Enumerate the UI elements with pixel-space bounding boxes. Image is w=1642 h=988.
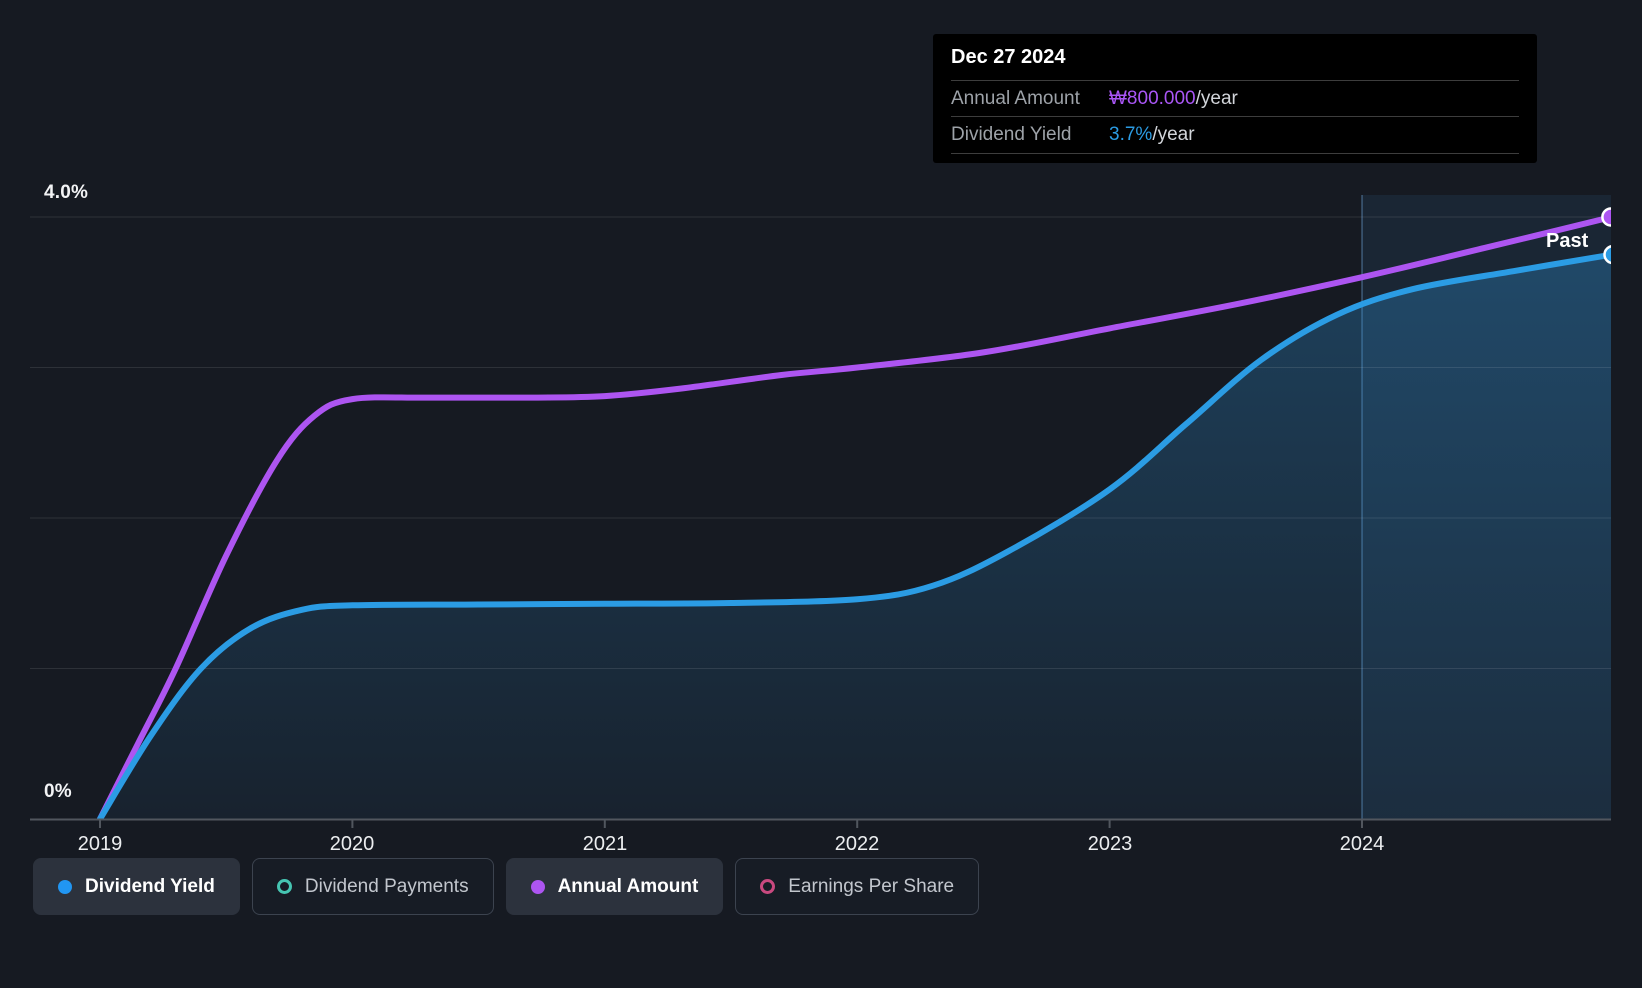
chart-tooltip: Dec 27 2024 Annual Amount ₩800.000 /year…: [933, 34, 1537, 163]
tooltip-value-suffix: /year: [1195, 87, 1238, 109]
annual-amount-endpoint-marker: [1601, 207, 1611, 227]
x-axis: [30, 818, 1611, 828]
dividend-yield-area: [100, 254, 1611, 819]
legend-toggle-annual-amount[interactable]: Annual Amount: [505, 858, 724, 915]
x-axis-label-2019: 2019: [77, 833, 123, 855]
x-axis-label-2024: 2024: [1339, 833, 1385, 855]
tooltip-row-annual-amount: Annual Amount ₩800.000 /year: [951, 80, 1519, 116]
legend-toggle-dividend-yield[interactable]: Dividend Yield: [33, 858, 240, 915]
tooltip-value: ₩800.000: [1109, 87, 1196, 109]
annual-amount-marker-icon: [530, 879, 545, 894]
legend-toggle-earnings-per-share[interactable]: Earnings Per Share: [735, 858, 980, 915]
x-axis-label-2020: 2020: [329, 833, 375, 855]
annual-amount-line: [97, 214, 1611, 820]
dividend-yield-line: [97, 251, 1611, 820]
dividend-payments-marker-icon: [276, 879, 292, 894]
y-axis-label-min: 0%: [44, 781, 72, 802]
legend-label: Dividend Payments: [304, 875, 469, 897]
gridlines: [30, 216, 1611, 669]
chart-legend: Dividend Yield Dividend Payments Annual …: [33, 858, 980, 915]
legend-label: Annual Amount: [557, 875, 699, 897]
dividend-yield-endpoint-marker: [1603, 245, 1611, 265]
tooltip-row-dividend-yield: Dividend Yield 3.7% /year: [951, 116, 1519, 154]
y-axis-label-max: 4.0%: [44, 182, 89, 203]
tooltip-value-suffix: /year: [1152, 124, 1195, 145]
x-axis-label-2021: 2021: [582, 833, 628, 855]
dividend-yield-marker-icon: [58, 879, 72, 894]
tooltip-label: Annual Amount: [951, 87, 1080, 109]
legend-label: Dividend Yield: [85, 875, 215, 897]
past-annotation: Past: [1546, 230, 1589, 252]
legend-label: Earnings Per Share: [788, 875, 955, 897]
earnings-per-share-marker-icon: [760, 879, 776, 894]
x-axis-label-2022: 2022: [834, 833, 880, 855]
x-axis-label-2023: 2023: [1087, 833, 1133, 855]
tooltip-label: Dividend Yield: [951, 124, 1072, 145]
legend-toggle-dividend-payments[interactable]: Dividend Payments: [251, 858, 494, 915]
tooltip-date: Dec 27 2024: [951, 45, 1066, 68]
tooltip-value: 3.7%: [1109, 124, 1153, 145]
